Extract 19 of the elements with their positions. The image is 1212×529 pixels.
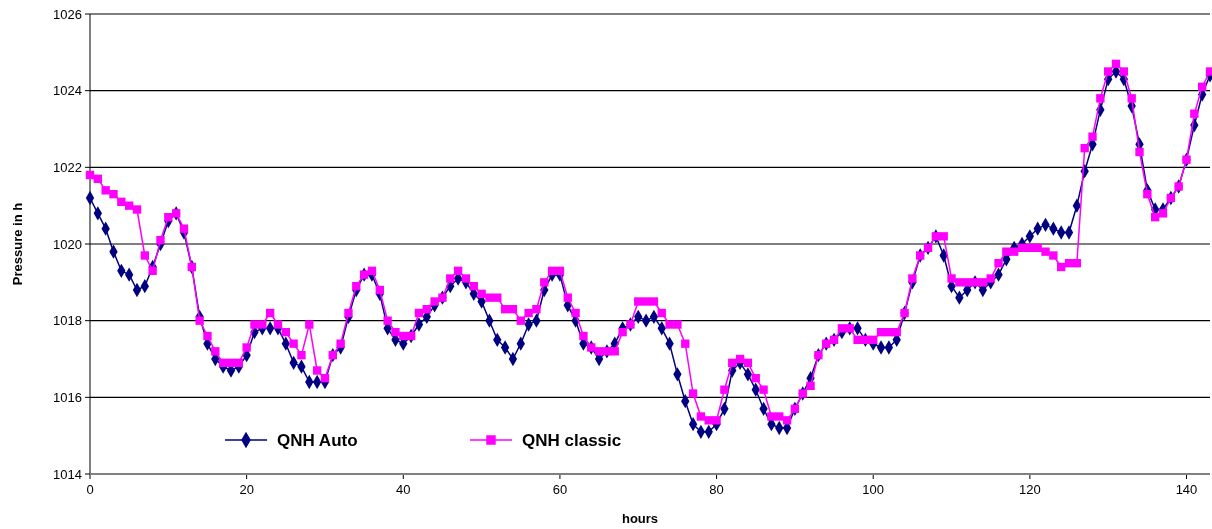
y-tick-label: 1026 bbox=[53, 6, 82, 22]
x-tick-label: 40 bbox=[396, 482, 411, 497]
y-tick-label: 1014 bbox=[53, 466, 82, 482]
y-tick-label: 1018 bbox=[53, 313, 82, 329]
y-tick-label: 1020 bbox=[53, 236, 82, 252]
x-tick-label: 120 bbox=[1019, 482, 1041, 497]
legend-label: QNH classic bbox=[522, 430, 622, 450]
y-tick-label: 1024 bbox=[53, 83, 82, 99]
y-tick-label: 1016 bbox=[53, 389, 82, 405]
legend-label: QNH Auto bbox=[277, 430, 358, 450]
x-tick-label: 140 bbox=[1175, 482, 1198, 497]
x-tick-label: 100 bbox=[862, 482, 885, 497]
x-axis-title: hours bbox=[621, 511, 659, 526]
y-tick-label: 1022 bbox=[53, 159, 82, 175]
x-tick-label: 20 bbox=[239, 482, 254, 497]
x-tick-label: 60 bbox=[552, 482, 568, 497]
x-tick-label: 80 bbox=[709, 482, 724, 497]
x-tick-label: 0 bbox=[86, 482, 94, 497]
y-axis-title: Pressure in h bbox=[10, 202, 25, 286]
